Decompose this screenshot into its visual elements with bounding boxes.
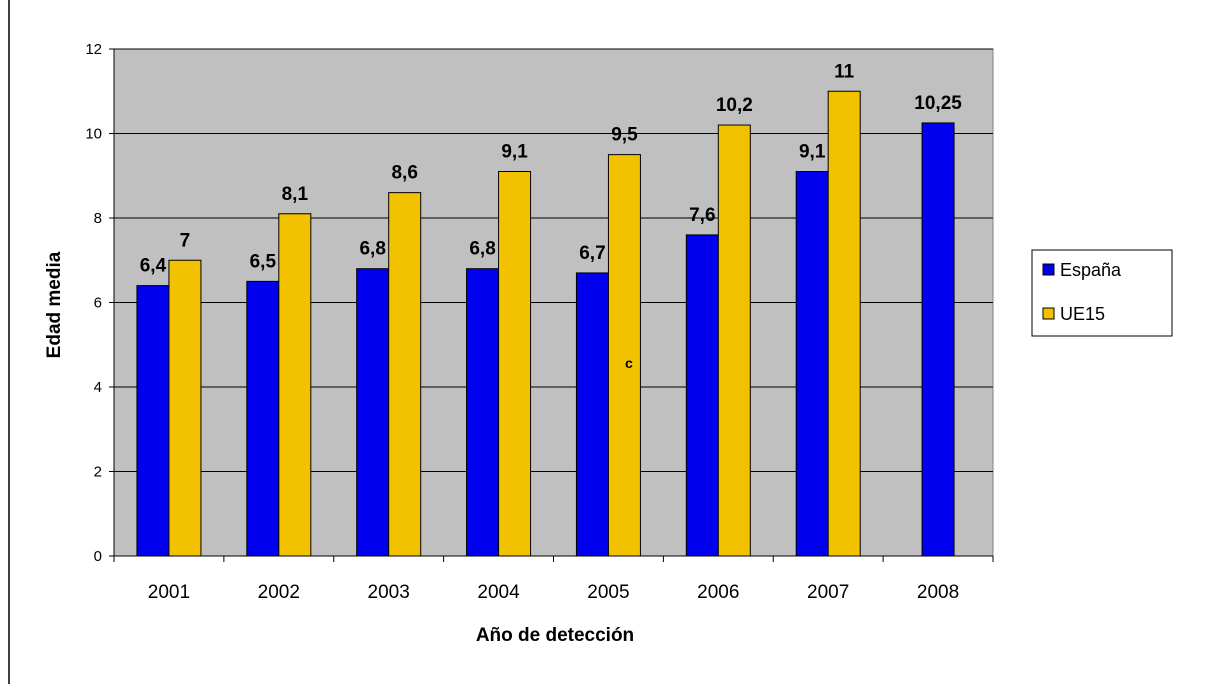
y-tick-label: 0: [94, 548, 102, 565]
bar-espa-a-2007: [795, 171, 829, 557]
bar-espa-a-2003: [356, 268, 390, 557]
data-label: 9,1: [501, 142, 528, 163]
x-tick-label: 2002: [258, 582, 300, 603]
data-label: 9,1: [799, 142, 826, 163]
bar-ue15-2003: [388, 192, 422, 557]
y-axis-ticks: 0 2 4 6 8 10 12: [85, 41, 114, 565]
data-label: 6,7: [579, 243, 605, 264]
data-label: 8,1: [282, 184, 309, 205]
stray-annotation: c: [625, 355, 633, 371]
x-axis-title: Año de detección: [476, 625, 634, 646]
data-label: 6,5: [250, 251, 277, 272]
bar-ue15-2005: [607, 154, 641, 557]
bar-ue15-2002: [278, 213, 312, 557]
x-tick-label: 2007: [807, 582, 849, 603]
bar-ue15-2004: [498, 171, 532, 557]
bar-ue15-2006: [717, 124, 751, 557]
bars: [136, 90, 955, 557]
data-label: 6,8: [469, 239, 495, 260]
legend-label-espana: España: [1060, 260, 1122, 280]
data-label: 11: [834, 61, 855, 82]
legend-swatch-ue15: [1042, 307, 1055, 320]
bar-espa-a-2004: [466, 268, 500, 557]
bar-espa-a-2005: [575, 272, 609, 557]
x-tick-label: 2003: [368, 582, 410, 603]
data-labels: 6,4 7 6,5 8,1 6,8 8,6 6,8 9,1 6,7 9,5 7,6 10,2 9,1 11…: [140, 61, 963, 276]
x-tick-label: 2005: [587, 582, 629, 603]
data-label: 7: [180, 230, 191, 251]
x-tick-label: 2001: [148, 582, 190, 603]
data-label: 10,2: [716, 95, 753, 116]
data-label: 7,6: [689, 205, 715, 226]
data-label: 8,6: [391, 163, 417, 184]
x-tick-label: 2006: [697, 582, 739, 603]
legend-label-ue15: UE15: [1060, 304, 1105, 324]
y-tick-label: 8: [94, 210, 102, 227]
x-tick-label: 2004: [477, 582, 520, 603]
bar-ue15-2007: [827, 90, 861, 557]
data-label: 6,4: [140, 256, 167, 277]
bar-espa-a-2006: [685, 234, 719, 557]
legend-swatch-espana: [1042, 263, 1055, 276]
y-tick-label: 10: [85, 126, 102, 143]
y-tick-label: 4: [94, 379, 102, 396]
data-label: 10,25: [914, 93, 962, 114]
bar-espa-a-2008: [921, 122, 955, 557]
legend-box: [1031, 249, 1173, 337]
bar-espa-a-2001: [136, 285, 170, 557]
y-axis-title: Edad media: [44, 251, 65, 358]
y-tick-label: 6: [94, 295, 102, 312]
y-tick-label: 2: [94, 464, 102, 481]
legend: España UE15: [1031, 249, 1173, 337]
bar-ue15-2001: [168, 259, 202, 557]
bar-espa-a-2002: [246, 280, 280, 557]
y-tick-label: 12: [85, 41, 102, 58]
x-axis-ticks: 2001 2002 2003 2004 2005 2006 2007 2008: [113, 556, 994, 603]
data-label: 9,5: [611, 125, 638, 146]
data-label: 6,8: [359, 239, 385, 260]
x-tick-label: 2008: [917, 582, 959, 603]
